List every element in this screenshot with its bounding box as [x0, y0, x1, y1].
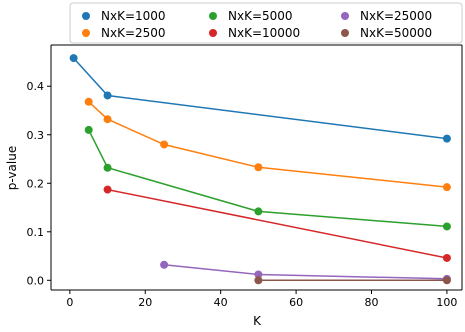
series-nxk-50000	[254, 276, 451, 285]
legend-marker	[82, 12, 90, 20]
legend-entry-label: NxK=2500	[101, 26, 166, 40]
y-tick-label: 0.1	[27, 226, 45, 239]
series-line	[107, 188, 448, 259]
data-point	[254, 163, 263, 172]
series-nxk-5000	[84, 125, 451, 231]
data-point	[103, 115, 112, 124]
legend-marker	[209, 29, 217, 37]
legend-entry-label: NxK=5000	[228, 9, 293, 23]
x-tick-label: 40	[214, 296, 228, 309]
data-point	[442, 253, 451, 262]
legend-frame	[69, 2, 463, 44]
x-tick-label: 20	[138, 296, 152, 309]
x-tick-label: 80	[365, 296, 379, 309]
legend: NxK=1000 NxK=2500 NxK=5000 NxK=10000 NxK=250…	[69, 2, 463, 44]
ticks: 0 20 40 60 80 100 0.0 0.1 0.2 0.3 0.4	[27, 80, 458, 309]
data-point	[254, 207, 263, 216]
legend-marker	[341, 29, 349, 37]
y-tick-label: 0.4	[27, 80, 45, 93]
legend-marker	[209, 12, 217, 20]
data-point	[254, 270, 263, 279]
data-point	[442, 222, 451, 231]
data-point	[442, 134, 451, 143]
data-point	[84, 97, 93, 106]
y-tick-label: 0.0	[27, 274, 45, 287]
data-point	[254, 276, 263, 285]
data-point	[160, 260, 169, 269]
data-point	[442, 183, 451, 192]
data-point	[103, 91, 112, 100]
legend-entry-label: NxK=10000	[228, 26, 300, 40]
chart-marks	[69, 54, 451, 285]
y-axis-label: p-value	[5, 146, 19, 190]
x-tick-label: 60	[289, 296, 303, 309]
x-axis-label: K	[253, 314, 262, 328]
y-tick-label: 0.3	[27, 129, 45, 142]
legend-entry-label: NxK=50000	[360, 26, 432, 40]
y-tick-label: 0.2	[27, 177, 45, 190]
data-point	[69, 54, 78, 63]
x-tick-label: 0	[66, 296, 73, 309]
series-nxk-2500	[84, 97, 451, 192]
series-nxk-1000	[69, 54, 451, 143]
legend-entry-label: NxK=25000	[360, 9, 432, 23]
data-point	[103, 163, 112, 172]
x-tick-label: 100	[436, 296, 457, 309]
series-line	[88, 129, 447, 228]
data-point	[103, 185, 112, 194]
data-point	[84, 125, 93, 134]
data-point	[160, 140, 169, 149]
legend-marker	[341, 12, 349, 20]
legend-marker	[82, 29, 90, 37]
data-point	[442, 276, 451, 285]
legend-entry-label: NxK=1000	[101, 9, 166, 23]
series-nxk-10000	[103, 185, 451, 262]
